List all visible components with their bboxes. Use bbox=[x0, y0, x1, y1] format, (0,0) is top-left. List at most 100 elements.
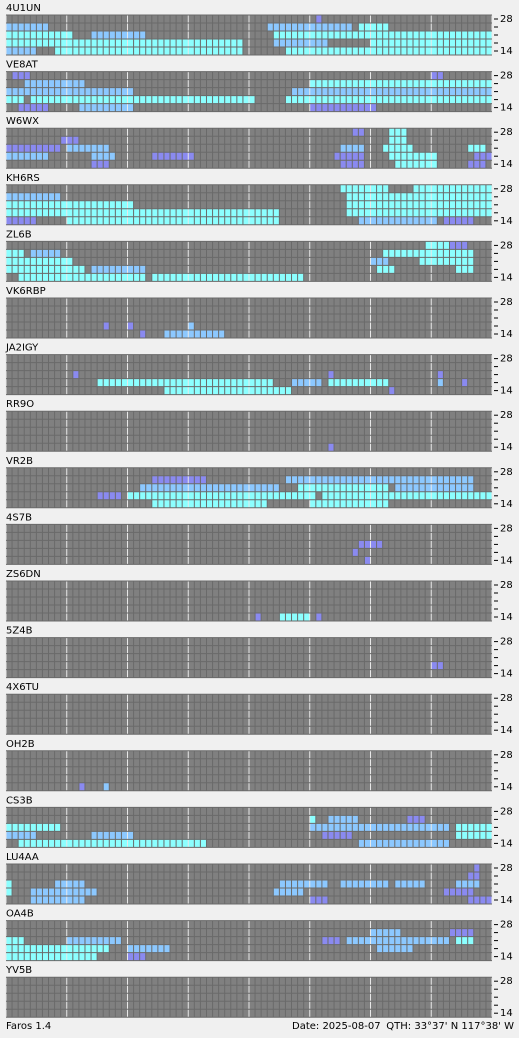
signal-cell bbox=[6, 831, 37, 840]
signal-cell bbox=[72, 370, 79, 379]
band-label-top: 28 bbox=[500, 71, 513, 82]
signal-cell bbox=[297, 483, 389, 492]
band-label-bottom: 14 bbox=[500, 952, 513, 963]
signal-cell bbox=[103, 782, 110, 791]
station-name: 4S7B bbox=[6, 512, 32, 523]
signal-cell bbox=[364, 556, 371, 565]
signal-cell bbox=[406, 815, 426, 824]
band-label-bottom: 14 bbox=[500, 725, 513, 736]
signal-cell bbox=[394, 880, 426, 888]
signal-cell bbox=[91, 31, 146, 39]
signal-cell bbox=[54, 47, 243, 55]
band-label-top: 28 bbox=[500, 523, 513, 534]
band-label-top: 28 bbox=[500, 806, 513, 817]
signal-cell bbox=[91, 160, 110, 169]
band-label-top: 28 bbox=[500, 240, 513, 251]
signal-cell bbox=[6, 249, 25, 258]
signal-cell bbox=[6, 257, 73, 266]
signal-cell bbox=[163, 386, 292, 395]
signal-cell bbox=[6, 152, 49, 161]
signal-cell bbox=[291, 378, 322, 387]
signal-cell bbox=[18, 103, 49, 112]
signal-cell bbox=[358, 216, 438, 225]
band-label-bottom: 14 bbox=[500, 555, 513, 566]
station-name: ZS6DN bbox=[6, 569, 41, 580]
band-label-bottom: 14 bbox=[500, 386, 513, 397]
signal-cell bbox=[388, 136, 407, 145]
band-label-bottom: 14 bbox=[500, 329, 513, 340]
signal-cell bbox=[273, 888, 304, 896]
station-name: 4U1UN bbox=[6, 3, 41, 14]
signal-cell bbox=[6, 87, 134, 96]
band-label-bottom: 14 bbox=[500, 499, 513, 510]
signal-cell bbox=[309, 823, 450, 832]
signal-cell bbox=[188, 322, 195, 330]
signal-cell bbox=[382, 144, 414, 153]
station-name: OA4B bbox=[6, 909, 34, 920]
band-label-top: 28 bbox=[500, 863, 513, 874]
signal-cell bbox=[376, 265, 395, 274]
signal-cell bbox=[370, 257, 389, 266]
band-label-top: 28 bbox=[500, 750, 513, 761]
band-label-bottom: 14 bbox=[500, 1008, 513, 1019]
signal-cell bbox=[18, 273, 146, 282]
band-label-bottom: 14 bbox=[500, 159, 513, 170]
signal-cell bbox=[30, 95, 256, 104]
signal-cell bbox=[309, 896, 328, 904]
signal-cell bbox=[315, 613, 322, 621]
signal-cell bbox=[6, 944, 110, 953]
band-label-bottom: 14 bbox=[500, 782, 513, 793]
signal-cell bbox=[6, 880, 13, 888]
signal-cell bbox=[285, 475, 474, 484]
signal-cell bbox=[6, 23, 49, 31]
band-label-bottom: 14 bbox=[500, 612, 513, 623]
app-version: Faros 1.4 bbox=[6, 1021, 51, 1032]
station-name: LU4AA bbox=[6, 852, 39, 863]
signal-cell bbox=[309, 815, 316, 824]
signal-cell bbox=[97, 378, 274, 387]
band-label-top: 28 bbox=[500, 354, 513, 365]
band-label-bottom: 14 bbox=[500, 669, 513, 680]
signal-cell bbox=[6, 47, 37, 55]
signal-cell bbox=[66, 936, 122, 945]
signal-cell bbox=[12, 71, 31, 80]
signal-cell bbox=[18, 839, 207, 848]
station-name: VK6RBP bbox=[6, 286, 46, 297]
signal-cell bbox=[127, 952, 146, 961]
band-label-top: 28 bbox=[500, 637, 513, 648]
band-label-bottom: 14 bbox=[500, 103, 513, 114]
signal-cell bbox=[54, 880, 85, 888]
signal-cell bbox=[437, 378, 444, 387]
signal-cell bbox=[6, 95, 25, 104]
station-name: 4X6TU bbox=[6, 682, 39, 693]
signal-cell bbox=[358, 839, 450, 848]
band-label-top: 28 bbox=[500, 184, 513, 195]
station-name: VR2B bbox=[6, 456, 33, 467]
signal-cell bbox=[388, 386, 395, 395]
signal-cell bbox=[455, 936, 474, 945]
station-name: RR9O bbox=[6, 399, 34, 410]
signal-cell bbox=[437, 370, 444, 379]
signal-cell bbox=[467, 144, 486, 153]
signal-cell bbox=[382, 249, 474, 258]
signal-cell bbox=[327, 815, 359, 824]
signal-cell bbox=[473, 152, 492, 161]
signal-cell bbox=[443, 888, 474, 896]
band-label-top: 28 bbox=[500, 297, 513, 308]
signal-cell bbox=[6, 823, 61, 832]
signal-cell bbox=[467, 160, 486, 169]
signal-cell bbox=[370, 928, 401, 937]
signal-cell bbox=[273, 39, 328, 47]
signal-cell bbox=[461, 378, 468, 387]
signal-cell bbox=[6, 936, 25, 945]
signal-cell bbox=[151, 499, 268, 508]
station-name: YV5B bbox=[5, 965, 32, 976]
signal-cell bbox=[394, 483, 474, 492]
signal-cell bbox=[6, 952, 98, 961]
band-label-bottom: 14 bbox=[500, 46, 513, 57]
signal-cell bbox=[139, 330, 146, 338]
band-label-top: 28 bbox=[500, 976, 513, 987]
signal-cell bbox=[6, 31, 73, 39]
signal-cell bbox=[388, 128, 407, 137]
